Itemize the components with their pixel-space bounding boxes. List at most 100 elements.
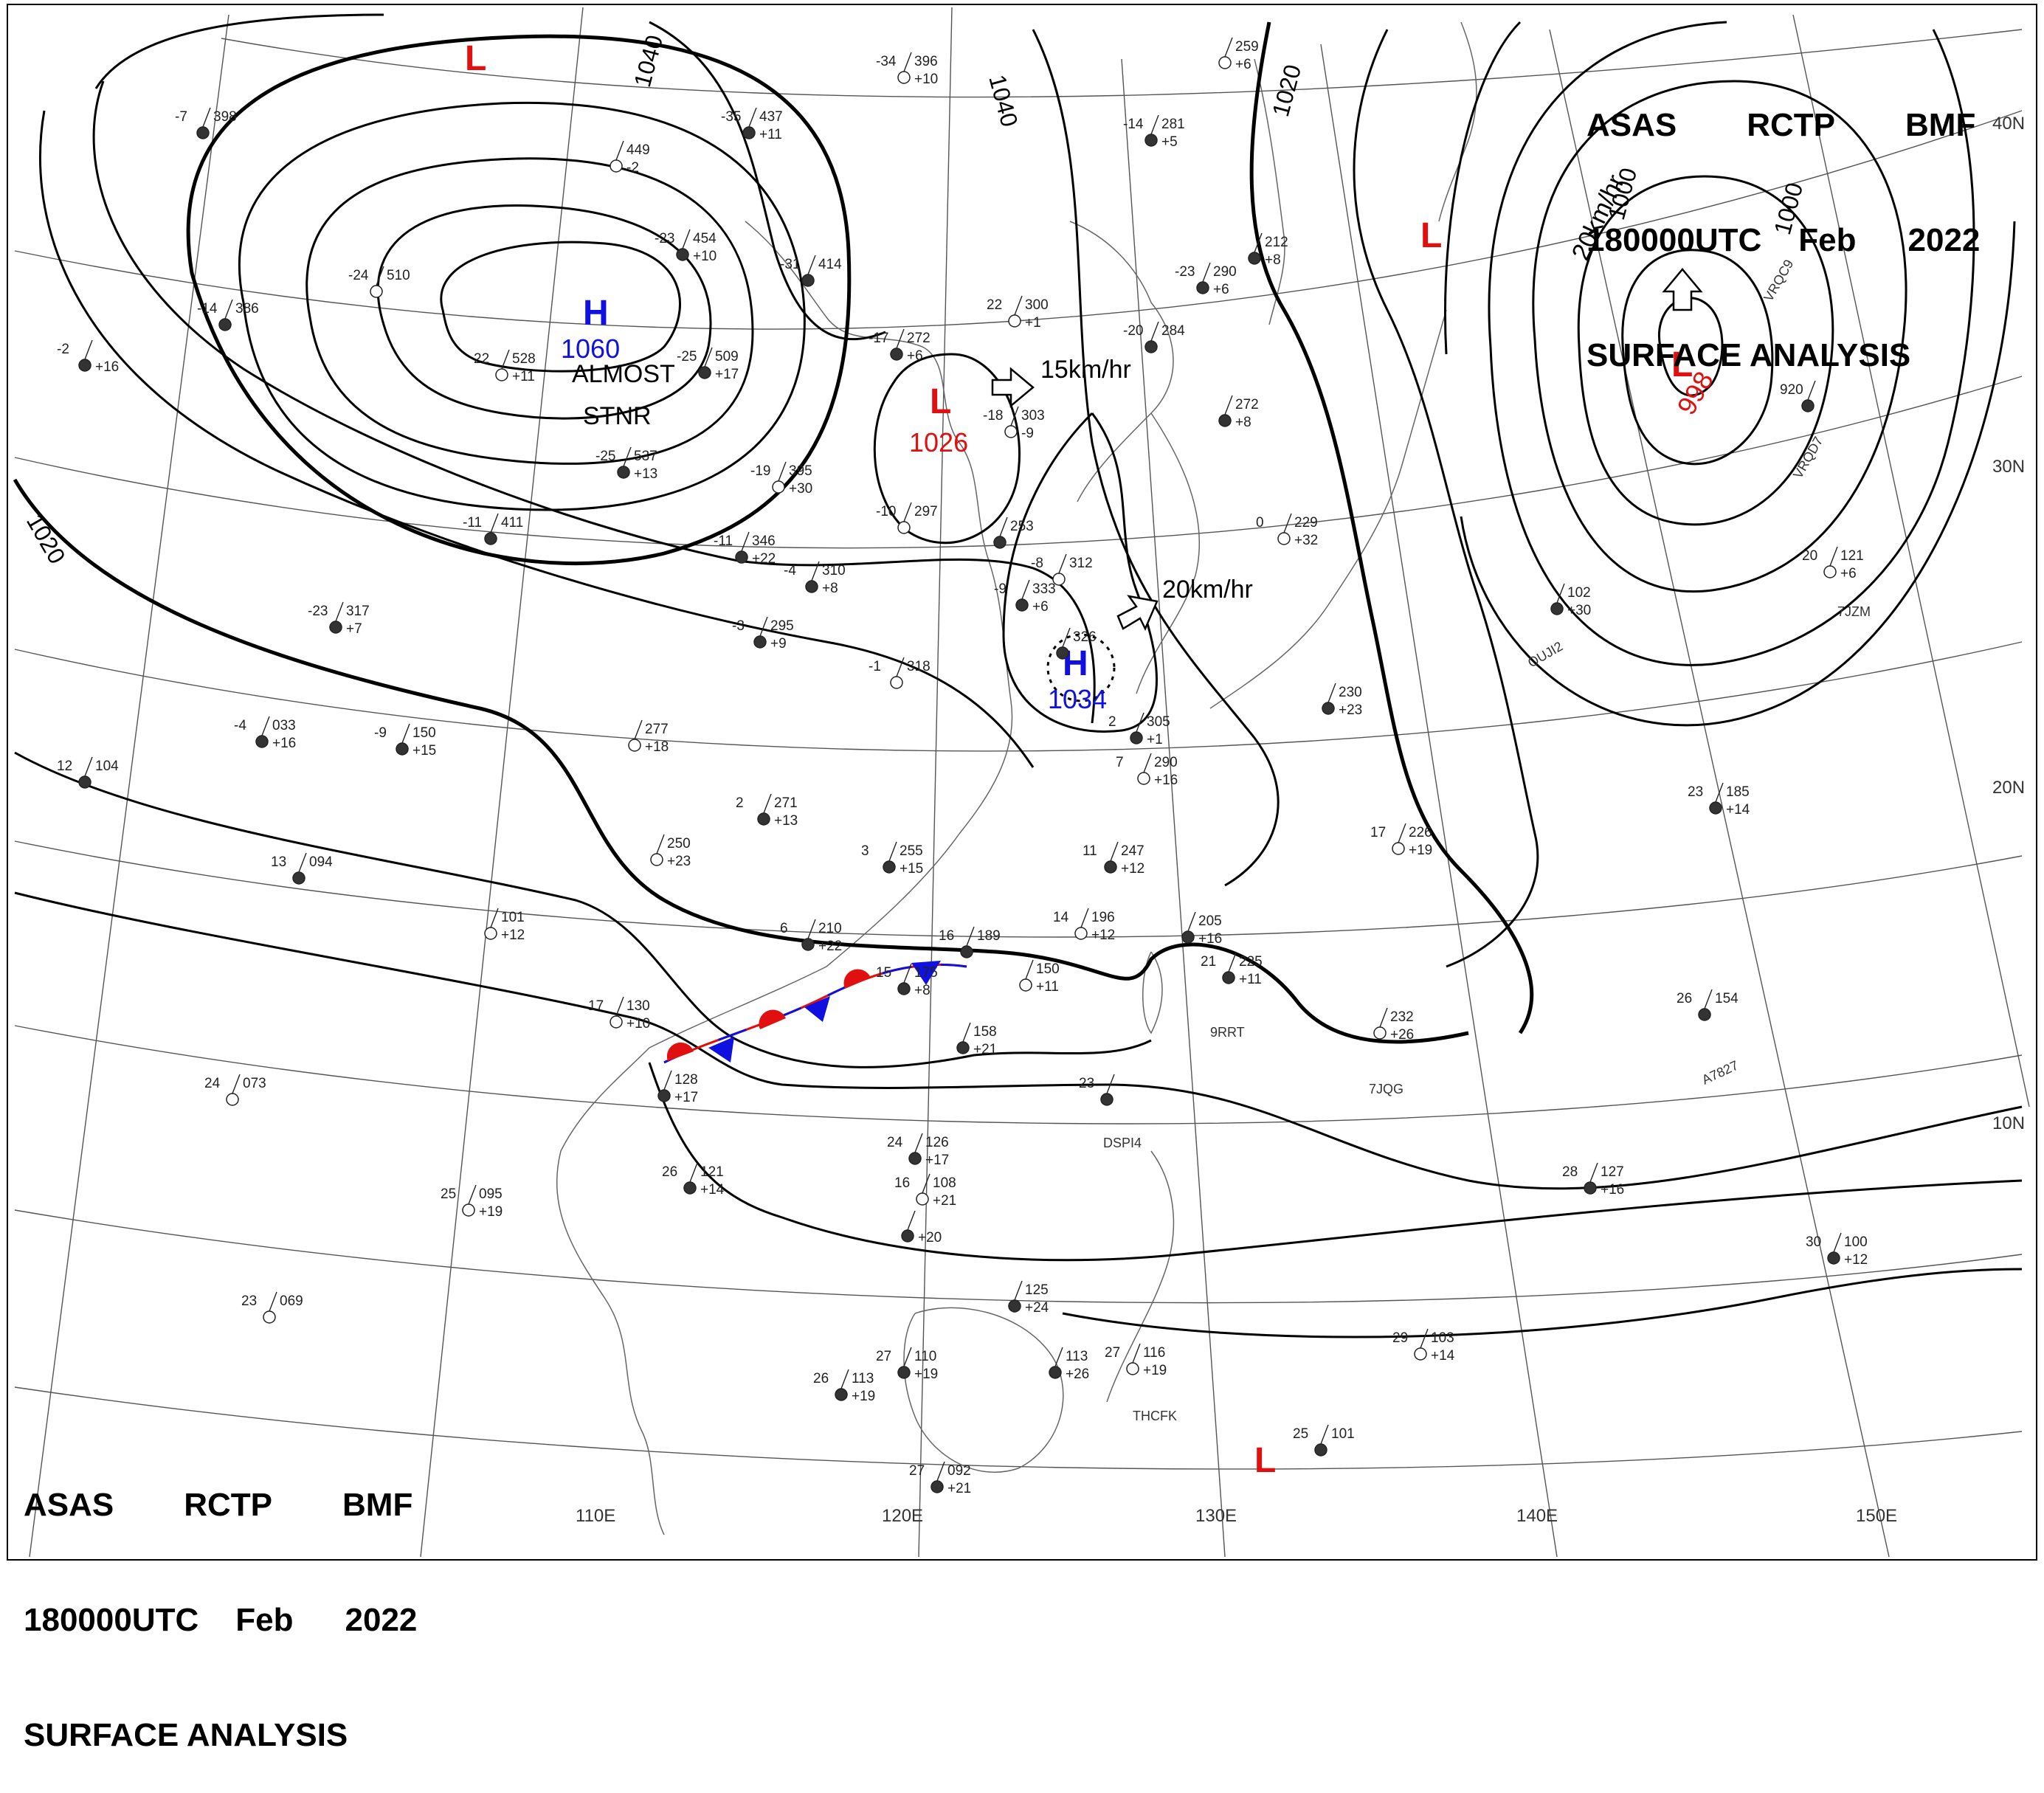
- station-temperature: 23: [241, 1293, 257, 1309]
- station-circle: [930, 1480, 944, 1493]
- station-plot: 3 255 +15: [861, 841, 923, 877]
- station-tendency: +30: [789, 481, 812, 497]
- low-center-symbol: L: [930, 382, 951, 421]
- station-pressure: 150: [1036, 961, 1060, 977]
- wind-barb: [914, 1133, 923, 1153]
- station-pressure: 303: [1021, 408, 1045, 424]
- station-pressure: 229: [1294, 515, 1318, 531]
- station-tendency: +16: [272, 736, 296, 751]
- station-pressure: 126: [925, 1135, 949, 1150]
- isobar-east-ring-5: [1488, 21, 1975, 666]
- longitude-label: 130E: [1195, 1506, 1237, 1526]
- isobar-south-3: [648, 1062, 2023, 1262]
- longitude-line-120e: [918, 7, 953, 1558]
- station-pressure: 205: [1198, 913, 1222, 929]
- wind-barb: [689, 1162, 698, 1183]
- station-temperature: -11: [463, 515, 482, 531]
- station-pressure: 509: [715, 349, 739, 365]
- station-plot: 253: [993, 517, 1034, 549]
- station-plot: -2 +16: [57, 339, 119, 375]
- station-plot: 259+6: [1218, 37, 1259, 72]
- isobar-high-ring-3: [305, 157, 754, 465]
- station-temperature: 26: [1677, 991, 1692, 1006]
- station-circle: [292, 871, 305, 885]
- station-pressure: 104: [95, 759, 119, 774]
- wind-barb: [1054, 1347, 1063, 1367]
- wind-barb: [896, 328, 905, 349]
- wind-barb: [1327, 683, 1336, 703]
- station-plot: -11 346 +22: [714, 531, 776, 567]
- station-plot: 326: [1056, 627, 1097, 660]
- station-plot: 27 092 +21: [909, 1461, 971, 1496]
- station-tendency: +8: [1235, 415, 1251, 430]
- wind-barb: [1143, 753, 1152, 773]
- latitude-line-30s: [14, 1386, 2023, 1470]
- station-circle: [1130, 731, 1143, 745]
- station-pressure: 537: [634, 449, 657, 464]
- wind-barb: [1715, 782, 1724, 803]
- station-pressure: 150: [412, 725, 436, 741]
- wind-barb: [1254, 232, 1263, 253]
- station-plot: 12 104: [57, 756, 119, 789]
- station-temperature: -10: [876, 504, 896, 519]
- wind-barb: [634, 719, 643, 740]
- header-month: Feb: [1798, 222, 1857, 258]
- station-circle: [78, 775, 92, 789]
- wind-barb: [922, 1173, 930, 1194]
- station-temperature: 24: [204, 1076, 221, 1091]
- station-tendency: +16: [1601, 1182, 1624, 1198]
- station-circle: [657, 1089, 671, 1102]
- station-pressure: 226: [1409, 825, 1432, 840]
- cold-front-triangle: [911, 961, 941, 985]
- station-plot: 26 121 +14: [662, 1162, 725, 1198]
- station-plot: -11 411: [463, 513, 523, 545]
- low-center-symbol: L: [1254, 1441, 1276, 1480]
- station-plot: 23 069: [241, 1291, 303, 1324]
- station-temperature: 21: [1201, 954, 1216, 970]
- station-plot: 16 189: [939, 926, 1001, 958]
- station-plot: -14 386: [197, 299, 259, 331]
- station-circle: [897, 1366, 911, 1379]
- station-temperature: -31: [780, 257, 800, 272]
- wind-barb: [615, 140, 624, 161]
- station-tendency: +12: [501, 927, 525, 943]
- station-pressure: 271: [774, 795, 798, 811]
- wind-barb: [907, 1210, 916, 1231]
- wind-barb: [202, 107, 211, 128]
- low-center-value: 1026: [909, 427, 968, 457]
- station-temperature: -9: [994, 581, 1007, 597]
- isobar-high-ring-5: [186, 34, 852, 565]
- wind-barb: [623, 446, 632, 467]
- station-circle: [462, 1203, 475, 1217]
- station-pressure: 454: [693, 231, 717, 246]
- wind-barb: [999, 517, 1008, 537]
- isobar-east-ring-6: [1443, 21, 2016, 727]
- station-pressure: 346: [752, 533, 776, 549]
- station-temperature: 14: [1053, 910, 1069, 925]
- latitude-label: 40N: [1992, 114, 2025, 134]
- station-circle: [1373, 1026, 1387, 1040]
- station-plot: 24 126 +17: [887, 1133, 949, 1168]
- station-circle: [805, 580, 818, 593]
- station-pressure: 232: [1390, 1009, 1414, 1025]
- station-plot: -23 454 +10: [655, 229, 717, 264]
- station-plot: 250+23: [650, 834, 691, 869]
- weather-map: 1040 1040 1020 1020 1000 1000 H 1060 L 1…: [7, 4, 2037, 1561]
- station-temperature: 26: [813, 1371, 829, 1386]
- low-center-symbol: L: [465, 39, 486, 78]
- station-plot: 15 175 +8: [876, 963, 938, 998]
- station-plot: 13 094: [271, 852, 333, 885]
- station-pressure: 121: [1840, 548, 1864, 564]
- station-temperature: 23: [1688, 784, 1703, 800]
- coastlines: [556, 21, 1477, 1535]
- wind-barb: [903, 502, 912, 522]
- station-circle: [676, 248, 689, 261]
- station-tendency: +6: [1235, 57, 1251, 72]
- station-circle: [683, 1181, 697, 1195]
- station-tendency: +11: [512, 369, 535, 384]
- station-circle: [1827, 1251, 1840, 1265]
- station-circle: [1550, 602, 1564, 615]
- station-pressure: 113: [852, 1371, 874, 1386]
- station-temperature: 2: [1108, 714, 1116, 730]
- station-plot: +20: [901, 1210, 942, 1246]
